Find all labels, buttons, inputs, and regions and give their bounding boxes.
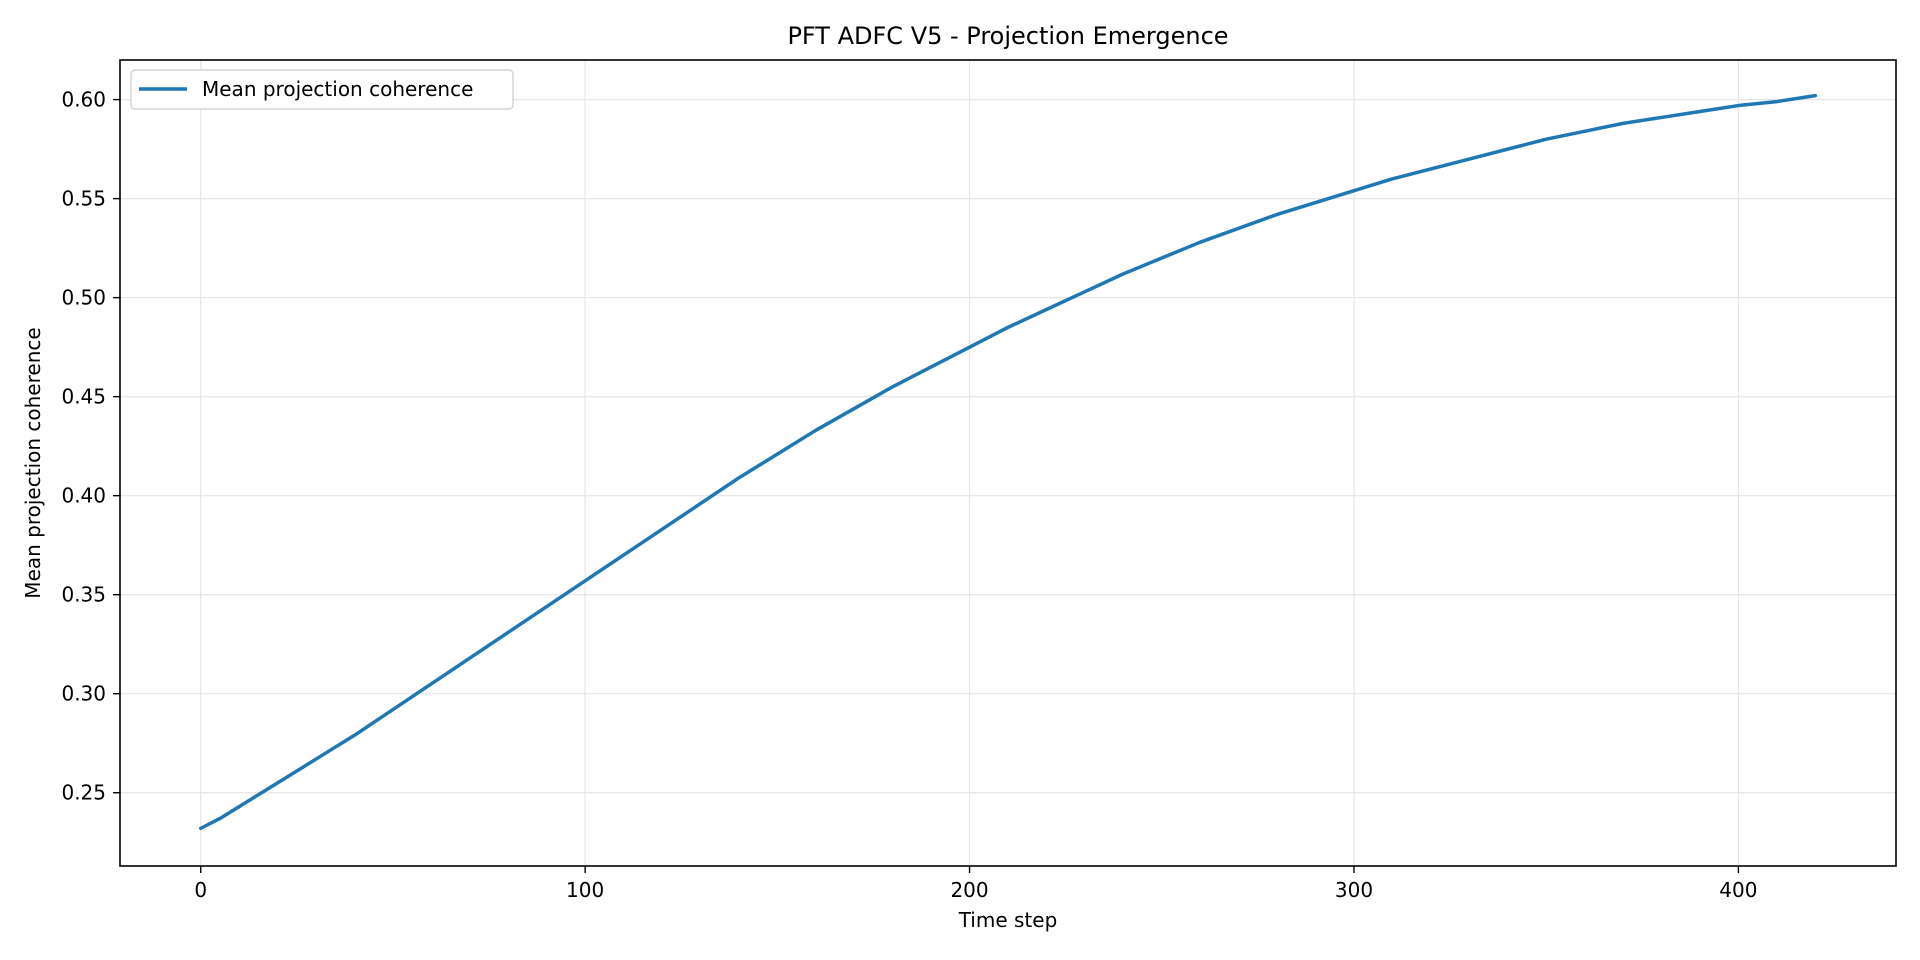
y-tick-label: 0.45 xyxy=(61,385,106,409)
y-tick-label: 0.60 xyxy=(61,88,106,112)
legend-entry: Mean projection coherence xyxy=(202,77,473,101)
series-layer xyxy=(198,93,1818,831)
y-tick-label: 0.35 xyxy=(61,583,106,607)
y-tick-label: 0.30 xyxy=(61,682,106,706)
y-tick-label: 0.50 xyxy=(61,286,106,310)
x-tick-label: 300 xyxy=(1335,878,1373,902)
legend-box xyxy=(130,69,514,110)
y-axis-label: Mean projection coherence xyxy=(21,327,45,598)
x-tick-label: 0 xyxy=(194,878,207,902)
y-tick-label: 0.40 xyxy=(61,484,106,508)
x-axis-label: Time step xyxy=(958,908,1058,932)
series-line-mean-projection-coherence xyxy=(198,93,1818,831)
plot-frame xyxy=(119,59,1897,867)
legend: Mean projection coherence xyxy=(130,69,514,110)
chart-title: PFT ADFC V5 - Projection Emergence xyxy=(787,22,1228,50)
y-tick-label: 0.55 xyxy=(61,187,106,211)
x-tick-label: 400 xyxy=(1719,878,1757,902)
y-axis: 0.25 0.30 0.35 0.40 0.45 0.50 0.55 0.60 xyxy=(61,88,120,805)
x-tick-label: 100 xyxy=(566,878,604,902)
y-tick-label: 0.25 xyxy=(61,781,106,805)
x-axis: 0 100 200 300 400 xyxy=(194,866,1757,902)
x-tick-label: 200 xyxy=(950,878,988,902)
